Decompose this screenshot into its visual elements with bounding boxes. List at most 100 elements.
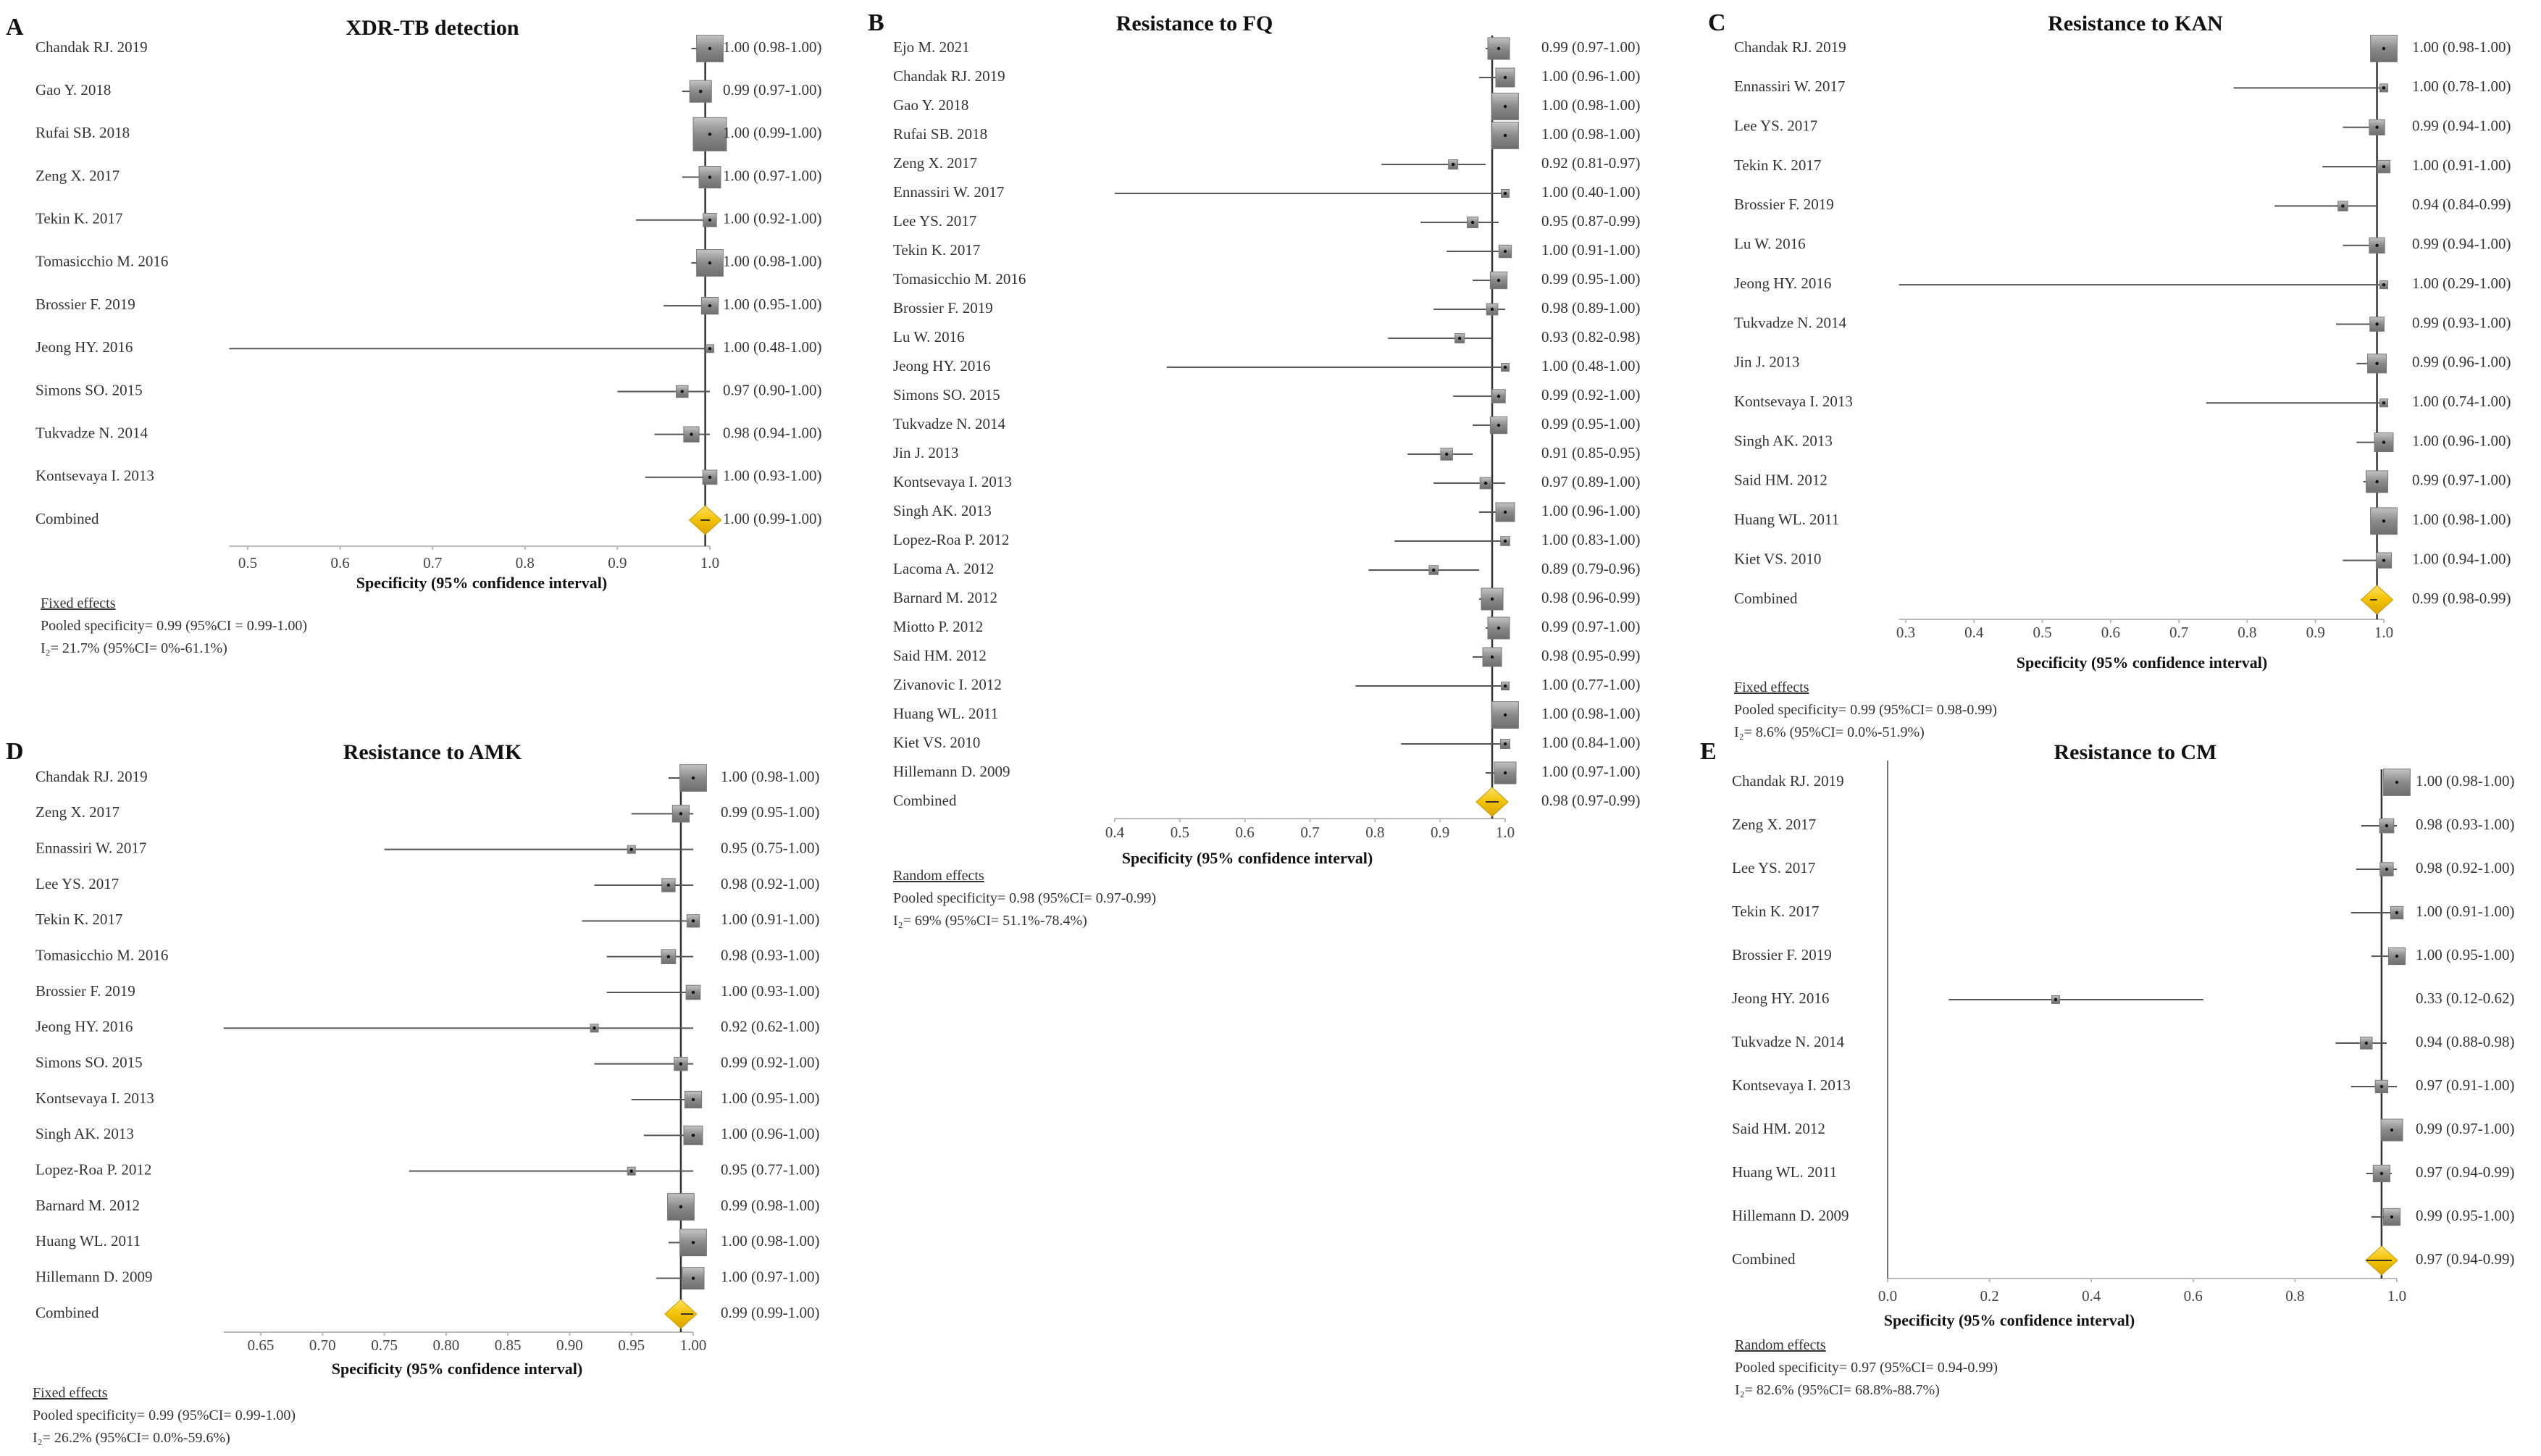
point-estimate-dot	[2375, 322, 2379, 326]
study-label: Chandak RJ. 2019	[1734, 38, 1846, 56]
estimate-value: 1.00 (0.83-1.00)	[1541, 531, 1640, 548]
study-row: Lopez-Roa P. 2012 0.95 (0.77-1.00)	[35, 1160, 819, 1178]
x-tick-label: 0.8	[516, 554, 535, 572]
estimate-value: 1.00 (0.78-1.00)	[2412, 78, 2511, 95]
estimate-value: 1.00 (0.40-1.00)	[1541, 183, 1640, 201]
study-label: Lee YS. 2017	[1732, 859, 1815, 876]
estimate-value: 1.00 (0.96-1.00)	[721, 1125, 819, 1142]
point-estimate-dot	[1496, 46, 1501, 51]
estimate-value: 0.99 (0.94-1.00)	[2412, 235, 2511, 253]
study-label: Tukvadze N. 2014	[893, 415, 1005, 432]
pooled-specificity-text: Pooled specificity= 0.98 (95%CI= 0.97-0.…	[893, 890, 1157, 906]
point-estimate-dot	[2382, 46, 2386, 51]
estimate-value: 0.98 (0.89-1.00)	[1541, 299, 1640, 317]
study-label: Jeong HY. 2016	[893, 357, 990, 375]
combined-label: Combined	[35, 510, 99, 527]
study-row: Kiet VS. 2010 1.00 (0.84-1.00)	[893, 734, 1640, 751]
point-estimate-dot	[708, 46, 712, 51]
study-label: Singh AK. 2013	[893, 502, 992, 519]
study-label: Lee YS. 2017	[1734, 117, 1817, 135]
study-row: Tomasicchio M. 2016 0.99 (0.95-1.00)	[893, 270, 1640, 290]
estimate-value: 1.00 (0.93-1.00)	[721, 982, 819, 1000]
study-row: Ennassiri W. 2017 0.95 (0.75-1.00)	[35, 839, 819, 856]
study-label: Jeong HY. 2016	[35, 1018, 133, 1035]
study-label: Kontsevaya I. 2013	[35, 1089, 154, 1107]
study-label: Tekin K. 2017	[893, 241, 980, 259]
estimate-value: 1.00 (0.98-1.00)	[2412, 511, 2511, 528]
model-type-label: Random effects	[1735, 1337, 1826, 1353]
study-label: Tukvadze N. 2014	[35, 424, 148, 441]
point-estimate-dot	[691, 990, 695, 995]
x-tick-label: 0.65	[248, 1336, 275, 1354]
study-row: Zeng X. 2017 0.92 (0.81-0.97)	[893, 154, 1640, 172]
point-estimate-dot	[2395, 780, 2399, 785]
x-tick-label: 0.9	[2306, 624, 2325, 641]
point-estimate-dot	[1490, 597, 1494, 601]
study-label: Tukvadze N. 2014	[1734, 314, 1846, 331]
model-type-label: Fixed effects	[1734, 679, 1809, 695]
panel-letter: A	[6, 14, 24, 41]
study-row: Chandak RJ. 2019 1.00 (0.98-1.00)	[35, 35, 821, 62]
study-label: Jeong HY. 2016	[35, 338, 133, 356]
study-label: Ejo M. 2021	[893, 38, 970, 56]
point-estimate-dot	[699, 89, 703, 93]
x-tick-label: 0.8	[1365, 824, 1384, 841]
estimate-value: 1.00 (0.95-1.00)	[2416, 946, 2514, 963]
x-tick-label: 0.70	[309, 1336, 336, 1354]
study-label: Rufai SB. 2018	[35, 124, 130, 141]
estimate-value: 0.99 (0.95-1.00)	[721, 803, 819, 821]
study-label: Brossier F. 2019	[1734, 196, 1834, 213]
study-row: Kontsevaya I. 2013 1.00 (0.93-1.00)	[35, 467, 821, 485]
study-label: Brossier F. 2019	[893, 299, 993, 317]
x-tick-label: 0.2	[1980, 1287, 1998, 1305]
point-estimate-dot	[2375, 480, 2379, 484]
estimate-value: 0.98 (0.96-0.99)	[1541, 589, 1640, 606]
point-estimate-dot	[1457, 336, 1462, 340]
estimate-value: 1.00 (0.97-1.00)	[1541, 763, 1640, 780]
study-row: Jin J. 2013 0.99 (0.96-1.00)	[1734, 353, 2511, 374]
estimate-value: 0.94 (0.84-0.99)	[2412, 196, 2511, 213]
x-tick-label: 0.9	[608, 554, 627, 572]
study-label: Zeng X. 2017	[1732, 816, 1816, 833]
point-estimate-dot	[629, 1169, 633, 1173]
estimate-value: 1.00 (0.29-1.00)	[2412, 275, 2511, 292]
x-tick-label: 0.95	[618, 1336, 645, 1354]
study-label: Said HM. 2012	[1732, 1120, 1825, 1137]
study-row: Huang WL. 2011 1.00 (0.98-1.00)	[35, 1229, 819, 1257]
study-row: Ennassiri W. 2017 1.00 (0.40-1.00)	[893, 183, 1640, 201]
study-row: Brossier F. 2019 1.00 (0.95-1.00)	[1732, 946, 2514, 966]
study-label: Kiet VS. 2010	[893, 734, 980, 751]
study-row: Tukvadze N. 2014 0.99 (0.93-1.00)	[1734, 314, 2511, 332]
point-estimate-dot	[2390, 1215, 2394, 1219]
point-estimate-dot	[1503, 713, 1507, 717]
forest-panel-c: C Resistance to KAN 0.3 0.4 0.5 0.6 0.7 0.8 0.9 1…	[1708, 9, 2511, 671]
estimate-value: 1.00 (0.94-1.00)	[2412, 550, 2511, 567]
study-row: Tukvadze N. 2014 0.99 (0.95-1.00)	[893, 415, 1640, 435]
study-label: Huang WL. 2011	[1734, 511, 1839, 528]
point-estimate-dot	[708, 347, 712, 351]
point-estimate-dot	[2382, 283, 2386, 287]
estimate-value: 1.00 (0.98-1.00)	[1541, 125, 1640, 143]
study-row: Jeong HY. 2016 1.00 (0.48-1.00)	[35, 338, 821, 356]
study-row: Tomasicchio M. 2016 1.00 (0.98-1.00)	[35, 249, 821, 277]
study-label: Ennassiri W. 2017	[1734, 78, 1845, 95]
study-row: Kontsevaya I. 2013 1.00 (0.95-1.00)	[35, 1089, 819, 1109]
study-row: Jeong HY. 2016 0.33 (0.12-0.62)	[1732, 990, 2514, 1007]
combined-row: Combined 1.00 (0.99-1.00)	[35, 505, 821, 535]
study-label: Tukvadze N. 2014	[1732, 1033, 1844, 1050]
study-label: Said HM. 2012	[1734, 472, 1828, 489]
heterogeneity-text: I₂= 69% (95%CI= 51.1%-78.4%)	[893, 913, 1087, 929]
estimate-value: 0.91 (0.85-0.95)	[1541, 444, 1640, 461]
estimate-value: 1.00 (0.98-1.00)	[721, 1232, 819, 1250]
study-label: Miotto P. 2012	[893, 618, 983, 635]
estimate-value: 0.99 (0.95-1.00)	[1541, 415, 1640, 432]
study-label: Kontsevaya I. 2013	[35, 467, 154, 485]
study-row: Chandak RJ. 2019 1.00 (0.98-1.00)	[1734, 35, 2511, 62]
estimate-value: 1.00 (0.98-1.00)	[723, 38, 821, 56]
x-tick-label: 0.9	[1431, 824, 1449, 841]
point-estimate-dot	[708, 218, 712, 222]
study-row: Zeng X. 2017 0.98 (0.93-1.00)	[1732, 816, 2514, 834]
study-row: Kontsevaya I. 2013 0.97 (0.91-1.00)	[1732, 1076, 2514, 1094]
estimate-value: 1.00 (0.48-1.00)	[1541, 357, 1640, 375]
